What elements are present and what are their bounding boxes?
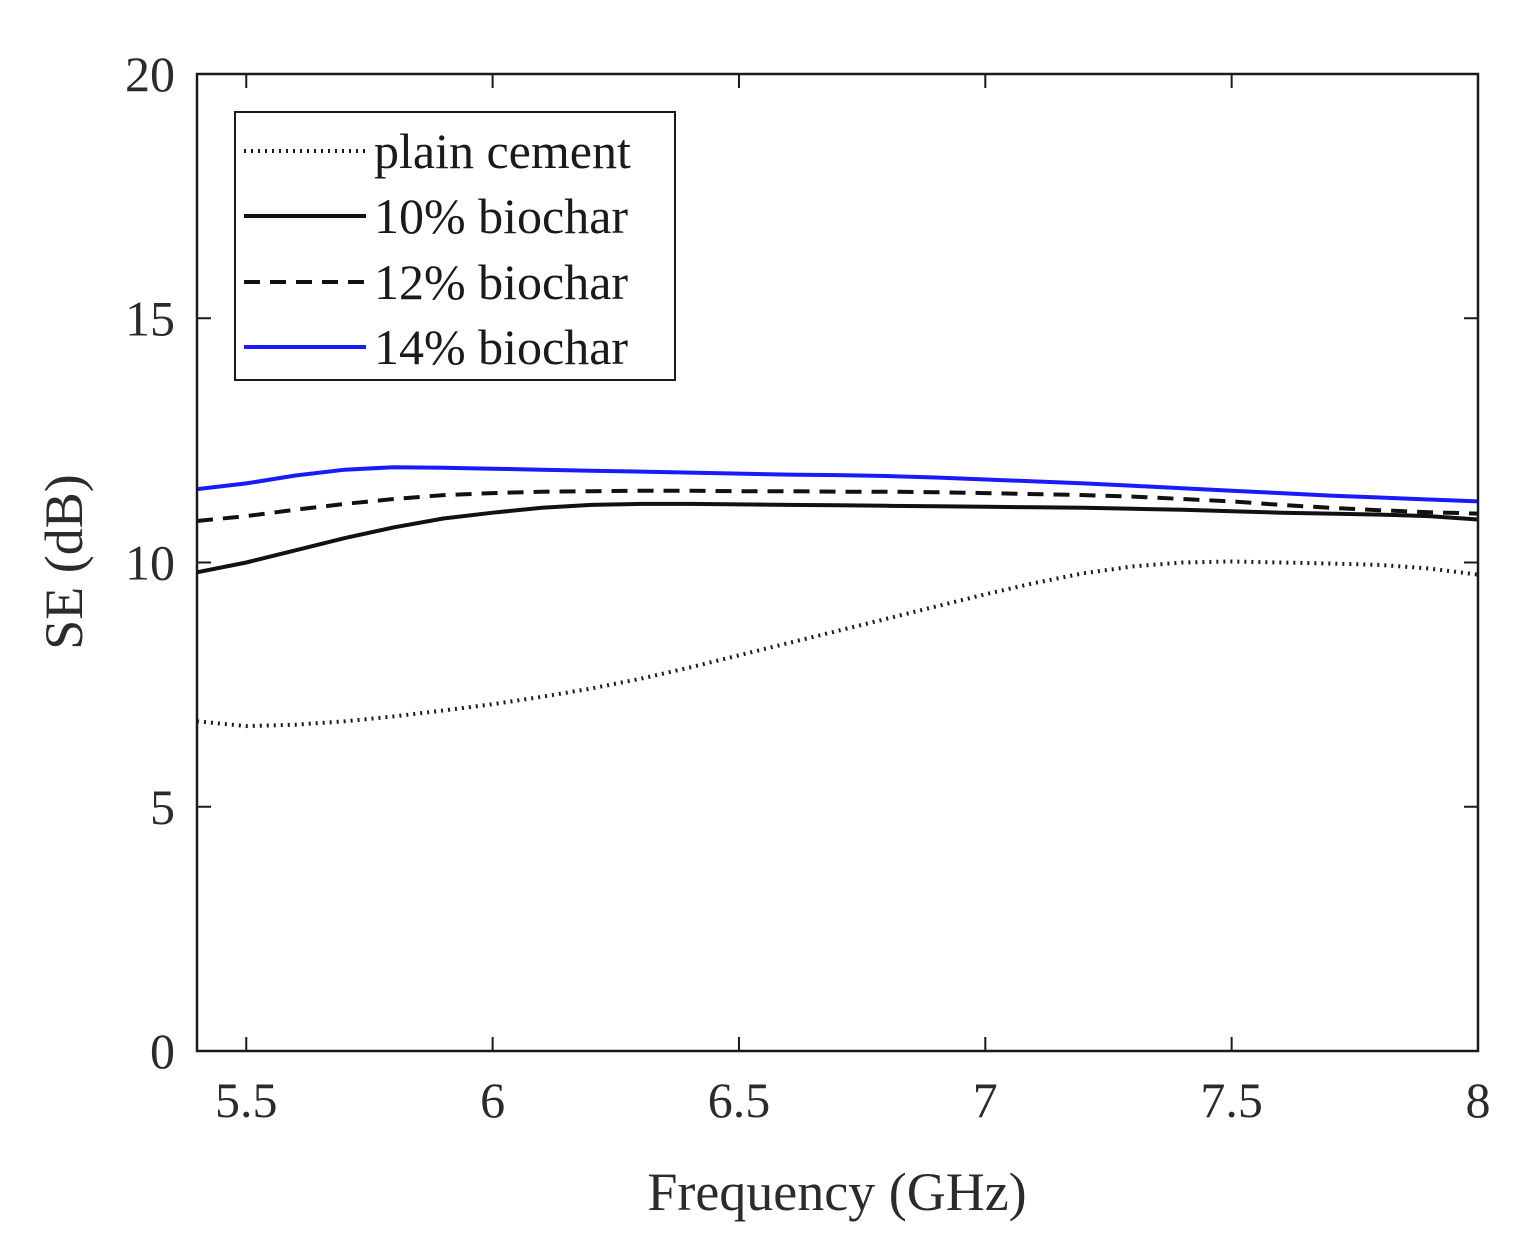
- x-tick-label: 7.5: [1200, 1072, 1263, 1128]
- legend-label-14-biochar: 14% biochar: [374, 319, 628, 375]
- x-tick-label: 8: [1466, 1072, 1491, 1128]
- y-tick-label: 5: [150, 779, 175, 835]
- y-tick-label: 10: [125, 535, 175, 591]
- legend: plain cement 10% biochar 12% biochar 14%…: [234, 111, 676, 381]
- y-tick-label: 0: [150, 1023, 175, 1079]
- legend-label-12-biochar: 12% biochar: [374, 254, 628, 310]
- y-tick-label: 20: [125, 46, 175, 102]
- ticks-layer: 5.5 6 6.5 7 7.5 8 0 5 10 15 20: [125, 46, 1491, 1128]
- y-tick-label: 15: [125, 290, 175, 346]
- x-tick-label: 6: [480, 1072, 505, 1128]
- legend-label-plain-cement: plain cement: [374, 123, 631, 179]
- series-line-10-biochar: [197, 501, 1478, 575]
- series-layer: [197, 465, 1478, 729]
- x-tick-label: 7: [973, 1072, 998, 1128]
- legend-label-10-biochar: 10% biochar: [374, 188, 628, 244]
- series-line-14-biochar: [197, 465, 1478, 504]
- x-tick-label: 6.5: [708, 1072, 771, 1128]
- y-axis-label: SE (dB): [34, 474, 94, 650]
- legend-box: [234, 111, 676, 381]
- x-tick-label: 5.5: [215, 1072, 278, 1128]
- series-line-12-biochar: [197, 488, 1478, 523]
- x-axis-label: Frequency (GHz): [647, 1162, 1026, 1222]
